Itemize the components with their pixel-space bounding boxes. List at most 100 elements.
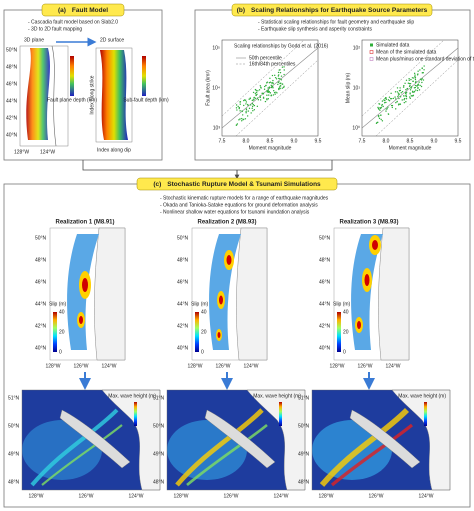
colorbar <box>195 312 199 352</box>
sample-point <box>396 100 398 103</box>
sample-point <box>236 123 239 125</box>
sample-point <box>406 87 408 90</box>
connector <box>82 160 333 178</box>
sample-point <box>394 96 396 98</box>
sample-point <box>417 84 419 86</box>
sample-point <box>278 69 280 71</box>
sample-point <box>387 106 389 108</box>
axis-title: Moment magnitude <box>389 145 432 151</box>
y-tick-label: 10¹ <box>353 85 361 91</box>
island <box>349 409 421 469</box>
sample-point <box>414 77 417 79</box>
sample-point <box>421 78 423 80</box>
sample-point <box>394 91 397 93</box>
panel-title: Fault Model <box>72 7 108 14</box>
colorbar <box>279 402 282 426</box>
sample-point <box>412 80 414 83</box>
sample-point <box>235 107 238 109</box>
bullet: - Okada and Tanioka-Satake equations for… <box>160 202 318 208</box>
sample-point <box>417 73 419 75</box>
lat-label: 49°N <box>153 451 165 457</box>
sample-point <box>383 99 385 101</box>
y-tick-label: 10⁵ <box>212 45 220 51</box>
sample-point <box>247 110 250 112</box>
wave-front <box>30 408 119 487</box>
lon-label: 128°W <box>187 363 202 369</box>
sample-point <box>403 101 406 104</box>
sample-point <box>266 98 268 100</box>
bullet: - Statistical scaling relationships for … <box>258 19 414 25</box>
sample-point <box>277 75 280 77</box>
sample-point <box>381 100 384 102</box>
lon-label: 128°W <box>14 149 29 155</box>
sample-point <box>283 73 285 76</box>
colorbar-tick: 20 <box>201 329 207 335</box>
sample-point <box>399 103 401 106</box>
lat-label: 49°N <box>298 451 310 457</box>
lat-label: 48°N <box>177 257 189 263</box>
median-line <box>361 47 459 129</box>
sample-point <box>420 79 423 81</box>
sample-point <box>270 84 272 86</box>
sample-point <box>258 89 261 91</box>
sample-point <box>391 106 394 109</box>
sample-point <box>268 94 270 96</box>
lat-label: 50°N <box>177 235 189 241</box>
sample-point <box>417 70 419 72</box>
sample-point <box>261 92 263 95</box>
sample-point <box>273 91 276 94</box>
colorbar <box>53 312 57 352</box>
sample-point <box>412 77 415 79</box>
sample-point <box>381 120 384 122</box>
sample-point <box>243 118 245 120</box>
sample-point <box>403 97 406 100</box>
sample-point <box>277 83 279 86</box>
sample-point <box>408 79 410 81</box>
colorbar-tick: 40 <box>343 309 349 315</box>
slip-asperity <box>219 295 223 305</box>
sample-point <box>257 90 259 92</box>
lat-label: 40°N <box>319 345 331 351</box>
lat-label: 48°N <box>35 257 47 263</box>
map-frame <box>21 389 161 491</box>
lon-label: 124°W <box>385 363 400 369</box>
colorbar-tick: 20 <box>343 329 349 335</box>
sample-point <box>264 100 267 103</box>
sample-point <box>267 90 269 92</box>
sample-point <box>247 104 249 107</box>
colorbar-tick: 40 <box>201 309 207 315</box>
lon-label: 126°W <box>223 493 238 499</box>
bullet: - 3D to 2D fault mapping <box>28 26 82 32</box>
sample-point <box>277 71 280 74</box>
sample-point <box>380 114 382 116</box>
sample-point <box>267 89 269 91</box>
sample-point <box>265 84 267 87</box>
sample-point <box>408 82 411 85</box>
sample-point <box>418 89 421 91</box>
sample-point <box>402 86 405 88</box>
sample-point <box>415 89 417 91</box>
sample-point <box>281 66 284 68</box>
sample-point <box>396 87 399 89</box>
sample-point <box>399 96 402 98</box>
sample-point <box>410 87 412 89</box>
sample-point <box>388 96 391 98</box>
sample-point <box>253 104 256 107</box>
realization-title: Realization 2 (M8.93) <box>197 220 256 226</box>
sample-point <box>411 77 414 79</box>
sample-point <box>404 82 406 85</box>
x-tick-label: 8.0 <box>383 138 390 144</box>
sample-point <box>263 85 266 88</box>
sample-point <box>259 99 262 101</box>
lat-label: 40°N <box>35 345 47 351</box>
sample-point <box>405 97 408 100</box>
lat-label: 44°N <box>319 301 331 307</box>
sample-point <box>244 118 247 120</box>
sample-point <box>277 81 279 84</box>
colorbar-tick: 0 <box>201 349 204 355</box>
lon-label: 124°W <box>101 363 116 369</box>
axis-title: Index along dip <box>97 147 131 153</box>
lat-label: 50°N <box>153 423 165 429</box>
sample-point <box>266 94 268 96</box>
sample-point <box>409 82 412 85</box>
